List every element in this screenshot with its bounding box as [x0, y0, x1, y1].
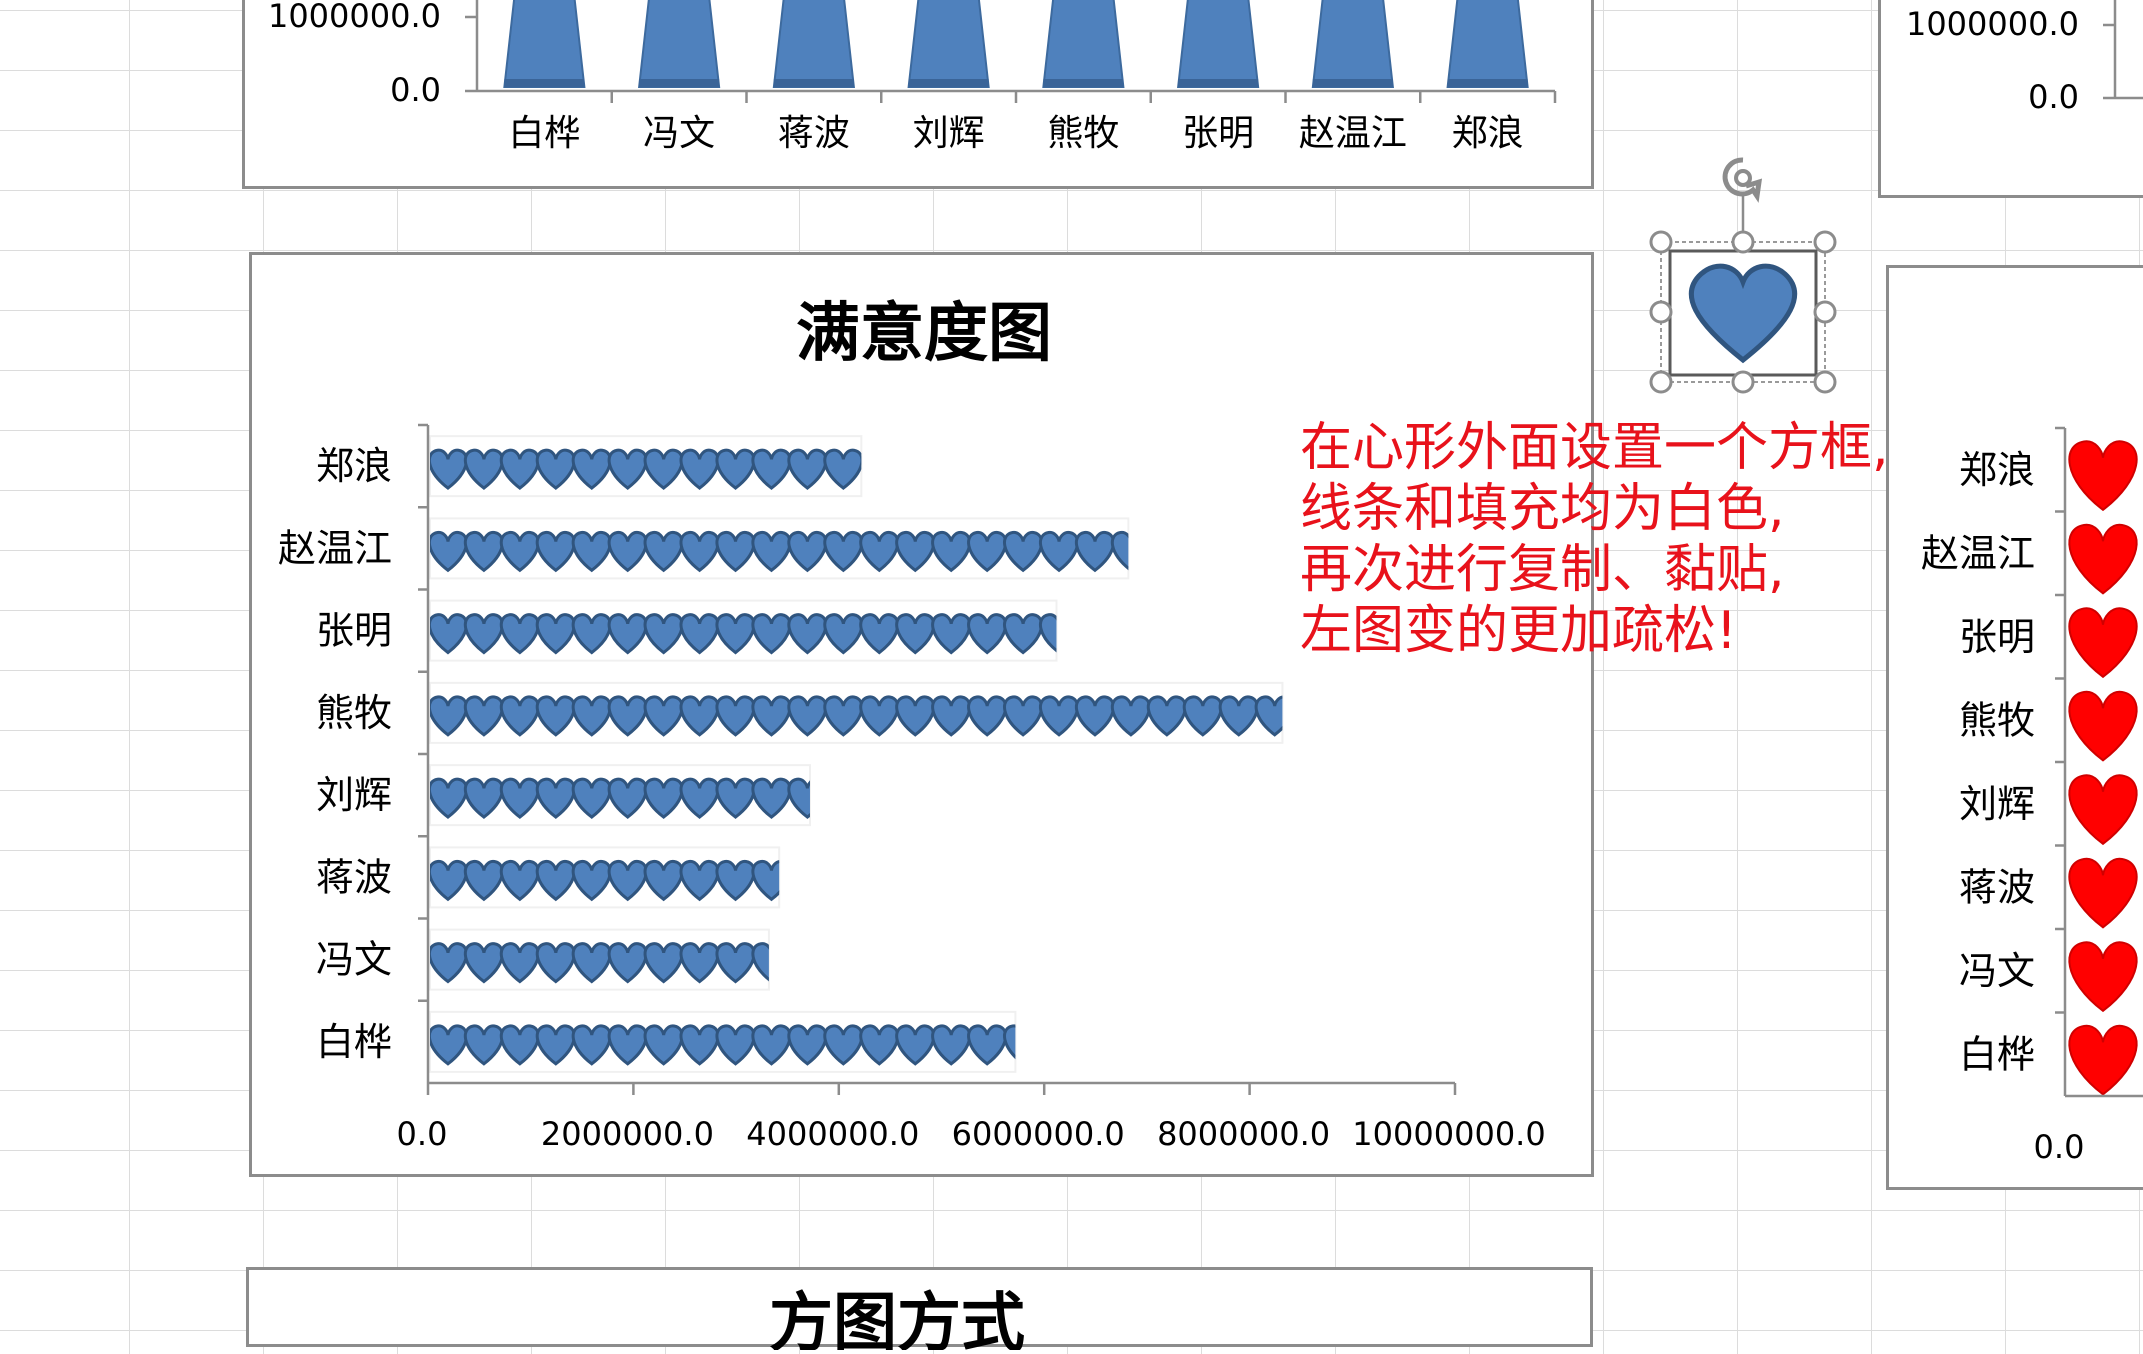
top-chart-column: [1177, 0, 1260, 88]
top-chart-x-label: 张明: [1182, 113, 1254, 154]
heart-icon: [2068, 440, 2138, 512]
top-chart-column: [1446, 0, 1529, 88]
annotation-line: 线条和填充均为白色,: [1300, 479, 1785, 539]
bottom-chart-plot: 方图方式: [769, 1287, 1025, 1354]
right-y-label: 白桦: [1959, 1032, 2035, 1076]
selected-heart-graphic: [1649, 157, 1837, 394]
heart-icon: [2068, 607, 2138, 679]
main-x-tick-label: 2000000.0: [541, 1115, 714, 1153]
top-chart-column-base: [1447, 79, 1528, 87]
top-chart-x-label: 郑浪: [1452, 113, 1524, 154]
main-y-label: 蒋波: [316, 855, 392, 899]
top-chart-column-base: [773, 79, 854, 87]
heart-icon: [1688, 263, 1798, 364]
top-right-y-tick-label: 1000000.0: [1906, 5, 2079, 43]
annotation-line: 再次进行复制、黏贴,: [1300, 540, 1785, 600]
top-chart-column-base: [504, 79, 585, 87]
satisfaction-chart[interactable]: 满意度图 郑浪赵温江张明熊牧刘辉蒋波冯文白桦 0.0 2000000.0 40000…: [249, 252, 1594, 1177]
top-chart-column-base: [1312, 79, 1393, 87]
top-chart-column: [907, 0, 990, 88]
top-chart-column-base: [1043, 79, 1124, 87]
heart-icon: [787, 777, 810, 819]
annotation-line: 在心形外面设置一个方框,: [1300, 418, 1889, 478]
main-y-label: 张明: [316, 609, 392, 653]
heart-icon: [1003, 1024, 1016, 1060]
right-y-label: 刘辉: [1959, 782, 2035, 826]
resize-handle[interactable]: [1731, 370, 1755, 394]
top-right-y-tick-label: 0.0: [2028, 78, 2079, 116]
main-y-label: 郑浪: [316, 444, 392, 488]
resize-handle[interactable]: [1649, 370, 1673, 394]
top-chart-column: [1311, 0, 1394, 88]
main-y-label: 白桦: [316, 1020, 392, 1064]
top-chart-x-label: 白桦: [508, 113, 580, 154]
top-chart-column-base: [908, 79, 989, 87]
top-right-chart[interactable]: 1000000.0 0.0: [1878, 0, 2143, 198]
annotation-note: 在心形外面设置一个方框, 线条和填充均为白色, 再次进行复制、黏贴, 左图变的更…: [1300, 418, 1889, 662]
heart-icon: [1039, 613, 1057, 653]
top-chart-column-base: [639, 79, 720, 87]
resize-handle[interactable]: [1813, 370, 1837, 394]
heart-icon: [2068, 941, 2138, 1013]
main-y-label: 熊牧: [316, 691, 392, 735]
main-y-label: 赵温江: [278, 526, 392, 570]
top-chart-column: [772, 0, 855, 88]
rotate-handle-center: [1734, 169, 1752, 187]
selected-heart-shape[interactable]: [1645, 148, 1845, 398]
right-y-label: 冯文: [1959, 949, 2035, 993]
main-x-tick-label: 0.0: [397, 1115, 448, 1153]
top-right-chart-plot: 1000000.0 0.0: [1906, 0, 2143, 116]
heart-icon: [1110, 530, 1129, 571]
heart-icon: [2068, 690, 2138, 762]
right-y-label: 蒋波: [1959, 865, 2035, 909]
top-chart-x-label: 冯文: [643, 113, 715, 154]
resize-handle[interactable]: [1813, 230, 1837, 254]
resize-handle[interactable]: [1649, 300, 1673, 324]
heart-icon: [751, 859, 780, 902]
main-y-label: 刘辉: [316, 773, 392, 817]
heart-icon: [751, 942, 769, 982]
top-chart-y-tick-label: 1000000.0: [268, 0, 441, 35]
right-y-label: 赵温江: [1921, 531, 2035, 575]
top-chart-column: [638, 0, 721, 88]
top-chart-column: [1042, 0, 1125, 88]
resize-handle[interactable]: [1731, 230, 1755, 254]
resize-handle[interactable]: [1813, 300, 1837, 324]
top-chart-plot: 1000000.0 0.0 白桦 冯文 蒋波 刘辉 熊牧 张明 赵温江 郑浪: [268, 0, 1557, 154]
main-y-label: 冯文: [316, 938, 392, 982]
heart-icon: [2068, 523, 2138, 595]
right-heart-chart[interactable]: 郑浪赵温江张明熊牧刘辉蒋波冯文白桦 0.0: [1886, 265, 2143, 1190]
top-chart-x-label: 蒋波: [778, 113, 850, 154]
right-y-label: 郑浪: [1959, 448, 2035, 492]
top-chart-x-label: 赵温江: [1299, 113, 1407, 154]
heart-icon: [2068, 1024, 2138, 1096]
main-x-tick-label: 4000000.0: [746, 1115, 919, 1153]
top-column-chart[interactable]: 1000000.0 0.0 白桦 冯文 蒋波 刘辉 熊牧 张明 赵温江 郑浪: [242, 0, 1594, 189]
main-x-tick-label: 6000000.0: [952, 1115, 1125, 1153]
heart-icon: [2068, 774, 2138, 846]
top-chart-x-label: 刘辉: [913, 113, 985, 154]
main-x-tick-label: 8000000.0: [1157, 1115, 1330, 1153]
heart-icon: [823, 448, 862, 490]
right-y-label: 张明: [1959, 615, 2035, 659]
main-x-tick-label: 10000000.0: [1352, 1115, 1545, 1153]
rotate-handle-icon[interactable]: [1722, 157, 1763, 203]
heart-icon: [1254, 695, 1283, 737]
top-chart-column: [503, 0, 586, 88]
top-chart-y-tick-label: 0.0: [390, 71, 441, 109]
chart-title: 满意度图: [796, 297, 1052, 371]
top-chart-x-label: 熊牧: [1047, 113, 1119, 154]
right-x-tick-label: 0.0: [2034, 1128, 2085, 1166]
right-y-label: 熊牧: [1959, 698, 2035, 742]
resize-handle[interactable]: [1649, 230, 1673, 254]
bottom-chart-title: 方图方式: [769, 1287, 1025, 1350]
heart-icon: [2068, 857, 2138, 929]
bottom-chart[interactable]: 方图方式: [246, 1267, 1593, 1354]
annotation-line: 左图变的更加疏松!: [1300, 601, 1737, 661]
top-chart-column-base: [1178, 79, 1259, 87]
